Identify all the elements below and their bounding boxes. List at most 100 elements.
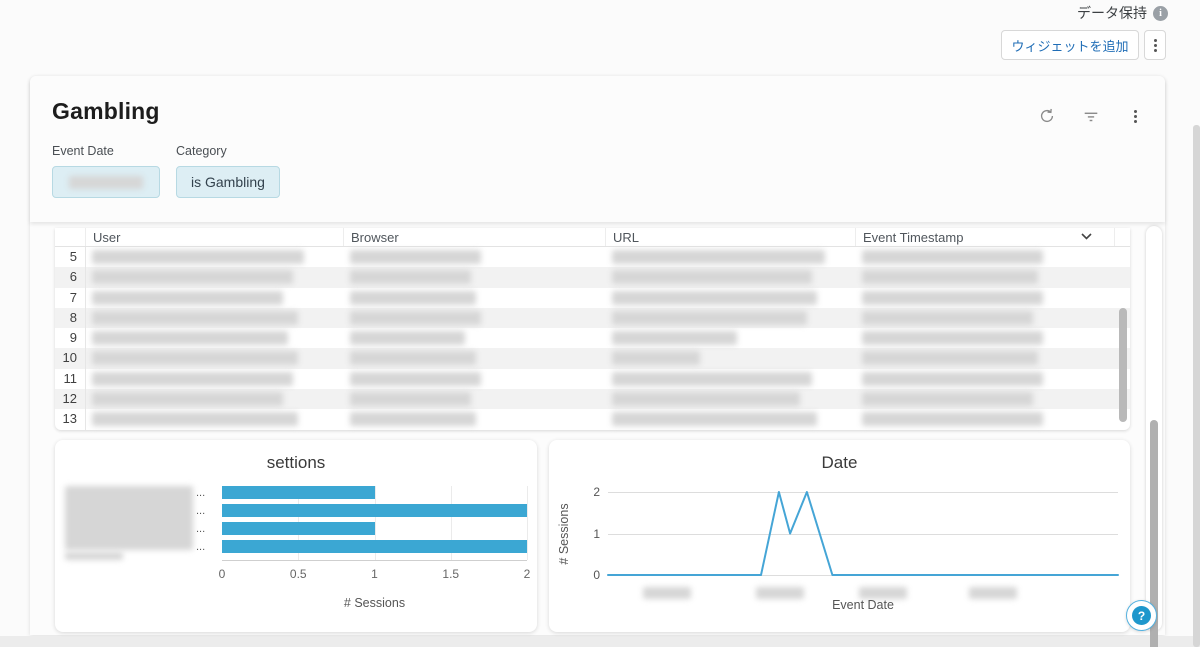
x-axis-line — [222, 560, 527, 561]
bar-series-1[interactable] — [222, 504, 527, 517]
line-x-axis-label: Event Date — [832, 598, 894, 612]
redacted-x-tick-label — [755, 587, 804, 599]
filter-icon[interactable] — [1081, 106, 1101, 126]
widget-title: Gambling — [52, 98, 160, 124]
table-cell-redacted — [856, 409, 1115, 429]
bar-series-3[interactable] — [222, 540, 527, 553]
table-cell-redacted — [86, 348, 344, 368]
table-row[interactable]: 11 — [55, 368, 1130, 390]
table-cell-redacted — [856, 389, 1115, 409]
line-y-axis-label: # Sessions — [557, 502, 571, 565]
kebab-vertical-icon — [1133, 109, 1137, 123]
table-cell-redacted — [86, 267, 344, 287]
question-mark-icon: ? — [1132, 606, 1151, 625]
column-header-user[interactable]: User — [86, 228, 344, 246]
table-row[interactable]: 12 — [55, 389, 1130, 410]
x-tick-label: 1.5 — [442, 567, 460, 581]
table-row[interactable]: 10 — [55, 348, 1130, 369]
table-cell-redacted — [344, 267, 606, 287]
table-cell-redacted — [344, 288, 606, 308]
redacted-x-tick-label — [969, 587, 1018, 599]
table-row[interactable]: 5 — [55, 247, 1130, 268]
filter-category: Category is Gambling — [176, 144, 280, 198]
add-widget-button[interactable]: ウィジェットを追加 — [1001, 30, 1139, 60]
table-cell-redacted — [606, 369, 856, 389]
table-cell-redacted — [606, 389, 856, 409]
x-tick-label: 0 — [218, 567, 226, 581]
table-row[interactable]: 13 — [55, 409, 1130, 430]
scroll-gutter — [1115, 228, 1130, 246]
filter-event-date: Event Date — [52, 144, 160, 198]
bar-series-0[interactable] — [222, 486, 375, 499]
table-cell-redacted — [86, 389, 344, 409]
table-row[interactable]: 9 — [55, 328, 1130, 349]
table-cell-redacted — [606, 348, 856, 368]
data-retention-label: データ保持 — [1077, 5, 1147, 21]
table-cell-redacted — [344, 247, 606, 267]
table-cell-redacted — [344, 348, 606, 368]
results-table: User Browser URL Event Timestamp 5 6 7 8 9 10 11 1… — [55, 228, 1130, 430]
category-filter-chip[interactable]: is Gambling — [176, 166, 280, 198]
table-cell-redacted — [606, 328, 856, 348]
redacted-x-tick-label — [643, 587, 692, 599]
label-ellipsis: ... — [196, 523, 206, 535]
redacted-bar-label-extra — [65, 552, 123, 560]
bar-chart-title: settions — [266, 453, 326, 472]
table-cell-redacted — [856, 369, 1115, 389]
column-header-event-timestamp[interactable]: Event Timestamp — [856, 228, 1115, 246]
help-button[interactable]: ? — [1126, 600, 1157, 631]
bar-label-ellipses: ............ — [196, 486, 218, 558]
x-tick-label: 2 — [523, 567, 531, 581]
y-tick-label: 2 — [593, 485, 600, 499]
widget-scrollbar-thumb[interactable] — [1150, 420, 1158, 647]
page-scrollbar-thumb[interactable] — [1193, 125, 1200, 647]
y-tick-label: 1 — [593, 526, 600, 541]
redacted-x-tick-label — [858, 587, 907, 599]
gridline — [450, 486, 452, 560]
table-row[interactable]: 8 — [55, 307, 1130, 329]
table-cell-redacted — [344, 308, 606, 328]
gridline — [608, 533, 1118, 535]
row-number: 5 — [55, 247, 86, 268]
column-header-browser[interactable]: Browser — [344, 228, 606, 246]
refresh-icon[interactable] — [1037, 106, 1057, 126]
row-number: 10 — [55, 348, 86, 369]
row-number: 12 — [55, 389, 86, 410]
table-cell-redacted — [606, 288, 856, 308]
redacted-filter-value — [69, 175, 143, 189]
table-row[interactable]: 6 — [55, 267, 1130, 288]
table-cell-redacted — [606, 267, 856, 287]
page-menu-button[interactable] — [1144, 30, 1166, 60]
line-series — [607, 491, 1119, 576]
bar-plot-area — [222, 486, 528, 560]
line-chart-title: Date — [821, 453, 858, 472]
table-cell-redacted — [86, 369, 344, 389]
table-scrollbar-thumb[interactable] — [1119, 308, 1127, 422]
event-date-filter-chip[interactable] — [52, 166, 160, 198]
chevron-down-icon[interactable] — [1081, 233, 1092, 240]
table-cell-redacted — [856, 328, 1115, 348]
gridline — [527, 486, 528, 560]
row-number: 11 — [55, 368, 86, 390]
info-icon[interactable]: i — [1153, 5, 1168, 21]
widget-menu-icon[interactable] — [1125, 106, 1145, 126]
widget-header: Gambling Event Date Category — [30, 76, 1165, 222]
table-cell-redacted — [856, 288, 1115, 308]
line-plot-area: # Sessions 2 1 0 — [557, 485, 1119, 599]
kebab-vertical-icon — [1153, 38, 1157, 52]
column-header-url[interactable]: URL — [606, 228, 856, 246]
widget-scrollbar — [1146, 226, 1162, 647]
page-scrollbar — [1193, 0, 1200, 647]
table-cell-redacted — [606, 409, 856, 429]
data-retention: データ保持 i — [1077, 3, 1168, 23]
bar-x-axis-label: # Sessions — [343, 596, 406, 610]
bar-series-2[interactable] — [222, 522, 375, 535]
table-row[interactable]: 7 — [55, 287, 1130, 308]
row-number-header — [55, 228, 86, 246]
bar-chart-card: settions ............ 0 0.5 1 1.5 2 # Sessio… — [55, 440, 537, 632]
table-cell-redacted — [344, 369, 606, 389]
row-number: 6 — [55, 267, 86, 288]
y-tick-label: 0 — [593, 568, 600, 582]
table-cell-redacted — [86, 409, 344, 429]
